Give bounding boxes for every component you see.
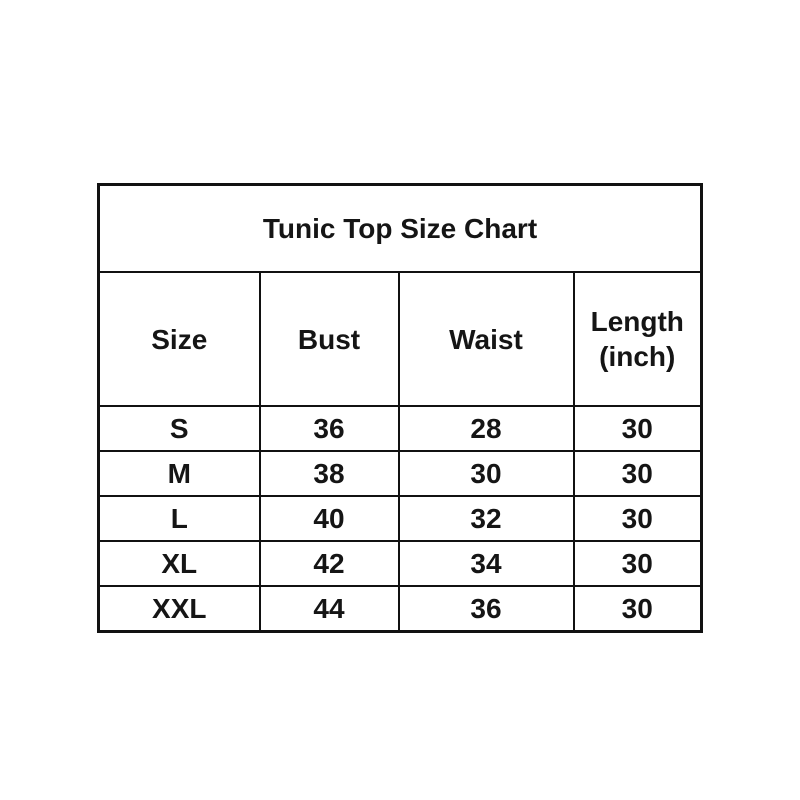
cell-size: XXL [97,585,261,633]
cell-bust: 40 [258,495,400,542]
table-row-s: S 36 28 30 [97,405,703,452]
cell-waist: 36 [397,585,575,633]
cell-length: 30 [572,495,703,542]
column-header-size: Size [97,271,261,407]
cell-length: 30 [572,540,703,587]
cell-bust: 44 [258,585,400,633]
cell-bust: 42 [258,540,400,587]
title-row: Tunic Top Size Chart [97,183,703,273]
cell-waist: 34 [397,540,575,587]
size-chart-table: Tunic Top Size Chart Size Bust Waist Len… [97,183,703,633]
cell-bust: 36 [258,405,400,452]
column-header-bust: Bust [258,271,400,407]
cell-waist: 28 [397,405,575,452]
table-row-l: L 40 32 30 [97,495,703,542]
table-row-xxl: XXL 44 36 30 [97,585,703,633]
cell-length: 30 [572,405,703,452]
table-title: Tunic Top Size Chart [97,183,703,273]
cell-bust: 38 [258,450,400,497]
cell-waist: 32 [397,495,575,542]
column-header-length: Length (inch) [572,271,703,407]
cell-length: 30 [572,585,703,633]
table-row-m: M 38 30 30 [97,450,703,497]
table-row-xl: XL 42 34 30 [97,540,703,587]
cell-waist: 30 [397,450,575,497]
cell-size: L [97,495,261,542]
cell-size: XL [97,540,261,587]
column-header-waist: Waist [397,271,575,407]
cell-size: S [97,405,261,452]
cell-length: 30 [572,450,703,497]
cell-size: M [97,450,261,497]
header-row: Size Bust Waist Length (inch) [97,271,703,407]
